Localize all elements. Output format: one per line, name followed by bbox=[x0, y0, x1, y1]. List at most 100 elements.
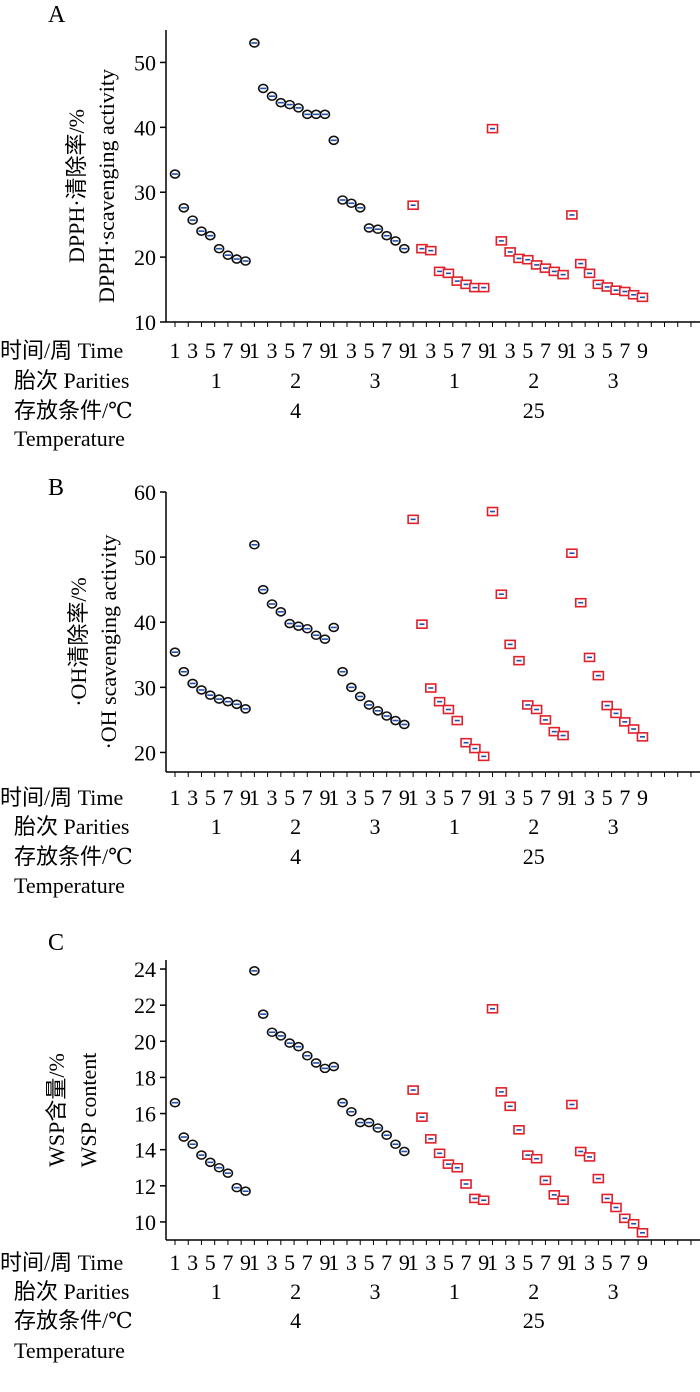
time-tick-label: 9 bbox=[478, 338, 489, 363]
y-axis-label-1: ·OH清除率/% bbox=[66, 577, 91, 707]
temperature-label: 4 bbox=[290, 1308, 301, 1333]
time-tick-label: 7 bbox=[540, 1250, 551, 1275]
time-tick-label: 9 bbox=[478, 1250, 489, 1275]
time-tick-label: 1 bbox=[249, 1250, 260, 1275]
time-tick-label: 9 bbox=[558, 1250, 569, 1275]
parity-label: 1 bbox=[211, 368, 222, 393]
time-tick-label: 1 bbox=[170, 785, 181, 810]
time-tick-label: 5 bbox=[443, 338, 454, 363]
time-tick-label: 7 bbox=[381, 785, 392, 810]
time-tick-label: 5 bbox=[443, 785, 454, 810]
time-tick-label: 7 bbox=[381, 1250, 392, 1275]
time-tick-label: 1 bbox=[328, 785, 339, 810]
row-label: 存放条件/℃ bbox=[14, 398, 133, 423]
row-label: 时间/周 Time bbox=[0, 338, 123, 363]
time-tick-label: 5 bbox=[602, 1250, 613, 1275]
parity-label: 3 bbox=[370, 368, 381, 393]
y-tick-label: 60 bbox=[134, 480, 156, 505]
time-tick-label: 1 bbox=[566, 785, 577, 810]
panel-label: A bbox=[48, 2, 66, 28]
time-tick-label: 9 bbox=[478, 785, 489, 810]
time-tick-label: 7 bbox=[302, 785, 313, 810]
panel-label: B bbox=[48, 475, 64, 501]
y-tick-label: 50 bbox=[134, 545, 156, 570]
time-tick-label: 7 bbox=[461, 338, 472, 363]
time-tick-label: 1 bbox=[249, 338, 260, 363]
time-tick-label: 7 bbox=[302, 338, 313, 363]
time-tick-label: 5 bbox=[602, 338, 613, 363]
time-tick-label: 9 bbox=[637, 1250, 648, 1275]
time-tick-label: 5 bbox=[522, 338, 533, 363]
time-tick-label: 3 bbox=[584, 338, 595, 363]
time-tick-label: 3 bbox=[505, 785, 516, 810]
time-tick-label: 5 bbox=[443, 1250, 454, 1275]
time-tick-label: 3 bbox=[584, 785, 595, 810]
y-tick-label: 20 bbox=[134, 740, 156, 765]
parity-label: 3 bbox=[608, 814, 619, 839]
time-tick-label: 7 bbox=[222, 338, 233, 363]
time-tick-label: 5 bbox=[205, 338, 216, 363]
parity-label: 2 bbox=[528, 814, 539, 839]
y-tick-label: 16 bbox=[134, 1102, 156, 1127]
y-tick-label: 30 bbox=[134, 180, 156, 205]
time-tick-label: 5 bbox=[284, 785, 295, 810]
time-tick-label: 1 bbox=[566, 338, 577, 363]
time-tick-label: 7 bbox=[540, 785, 551, 810]
time-tick-label: 3 bbox=[584, 1250, 595, 1275]
time-tick-label: 7 bbox=[619, 785, 630, 810]
y-axis-label-1: WSP含量/% bbox=[44, 1053, 69, 1167]
parity-label: 3 bbox=[608, 1279, 619, 1304]
time-tick-label: 9 bbox=[319, 338, 330, 363]
row-label: 时间/周 Time bbox=[0, 1250, 123, 1275]
temperature-label: 25 bbox=[523, 1308, 545, 1333]
time-tick-label: 9 bbox=[558, 338, 569, 363]
time-tick-label: 3 bbox=[505, 338, 516, 363]
time-tick-label: 5 bbox=[364, 1250, 375, 1275]
y-tick-label: 14 bbox=[134, 1138, 156, 1163]
time-tick-label: 9 bbox=[637, 338, 648, 363]
y-axis-label-2: ·OH scavenging activity bbox=[96, 534, 121, 749]
parity-label: 2 bbox=[290, 814, 301, 839]
time-tick-label: 9 bbox=[399, 1250, 410, 1275]
time-tick-label: 7 bbox=[619, 1250, 630, 1275]
time-tick-label: 3 bbox=[425, 1250, 436, 1275]
time-tick-label: 3 bbox=[346, 785, 357, 810]
parity-label: 1 bbox=[211, 814, 222, 839]
time-tick-label: 1 bbox=[408, 1250, 419, 1275]
time-tick-label: 3 bbox=[505, 1250, 516, 1275]
y-tick-label: 20 bbox=[134, 245, 156, 270]
y-tick-label: 50 bbox=[134, 50, 156, 75]
time-tick-label: 5 bbox=[522, 785, 533, 810]
y-tick-label: 40 bbox=[134, 115, 156, 140]
parity-label: 2 bbox=[528, 368, 539, 393]
row-label: Temperature bbox=[14, 1338, 125, 1363]
time-tick-label: 7 bbox=[302, 1250, 313, 1275]
time-tick-label: 3 bbox=[187, 785, 198, 810]
parity-label: 1 bbox=[449, 814, 460, 839]
time-tick-label: 5 bbox=[364, 785, 375, 810]
parity-label: 3 bbox=[370, 814, 381, 839]
row-label: 存放条件/℃ bbox=[14, 1308, 133, 1333]
time-tick-label: 1 bbox=[408, 785, 419, 810]
time-tick-label: 3 bbox=[267, 1250, 278, 1275]
time-tick-label: 5 bbox=[364, 338, 375, 363]
parity-label: 2 bbox=[528, 1279, 539, 1304]
parity-label: 1 bbox=[211, 1279, 222, 1304]
time-tick-label: 9 bbox=[637, 785, 648, 810]
panel-b: B 20 30 40 50 60 ·OH清除率/% ·OH scavenging activi… bbox=[0, 475, 700, 898]
y-tick-label: 40 bbox=[134, 610, 156, 635]
time-tick-label: 7 bbox=[461, 1250, 472, 1275]
time-tick-label: 7 bbox=[222, 785, 233, 810]
time-tick-label: 9 bbox=[240, 338, 251, 363]
time-tick-label: 1 bbox=[170, 338, 181, 363]
time-tick-label: 3 bbox=[425, 785, 436, 810]
time-tick-label: 3 bbox=[267, 338, 278, 363]
temperature-label: 4 bbox=[290, 398, 301, 423]
y-axis-label-2: DPPH·scavenging activity bbox=[94, 69, 119, 303]
row-label: 胎次 Parities bbox=[14, 368, 130, 393]
parity-label: 3 bbox=[370, 1279, 381, 1304]
time-tick-label: 3 bbox=[346, 1250, 357, 1275]
time-tick-label: 9 bbox=[240, 785, 251, 810]
time-tick-label: 1 bbox=[249, 785, 260, 810]
